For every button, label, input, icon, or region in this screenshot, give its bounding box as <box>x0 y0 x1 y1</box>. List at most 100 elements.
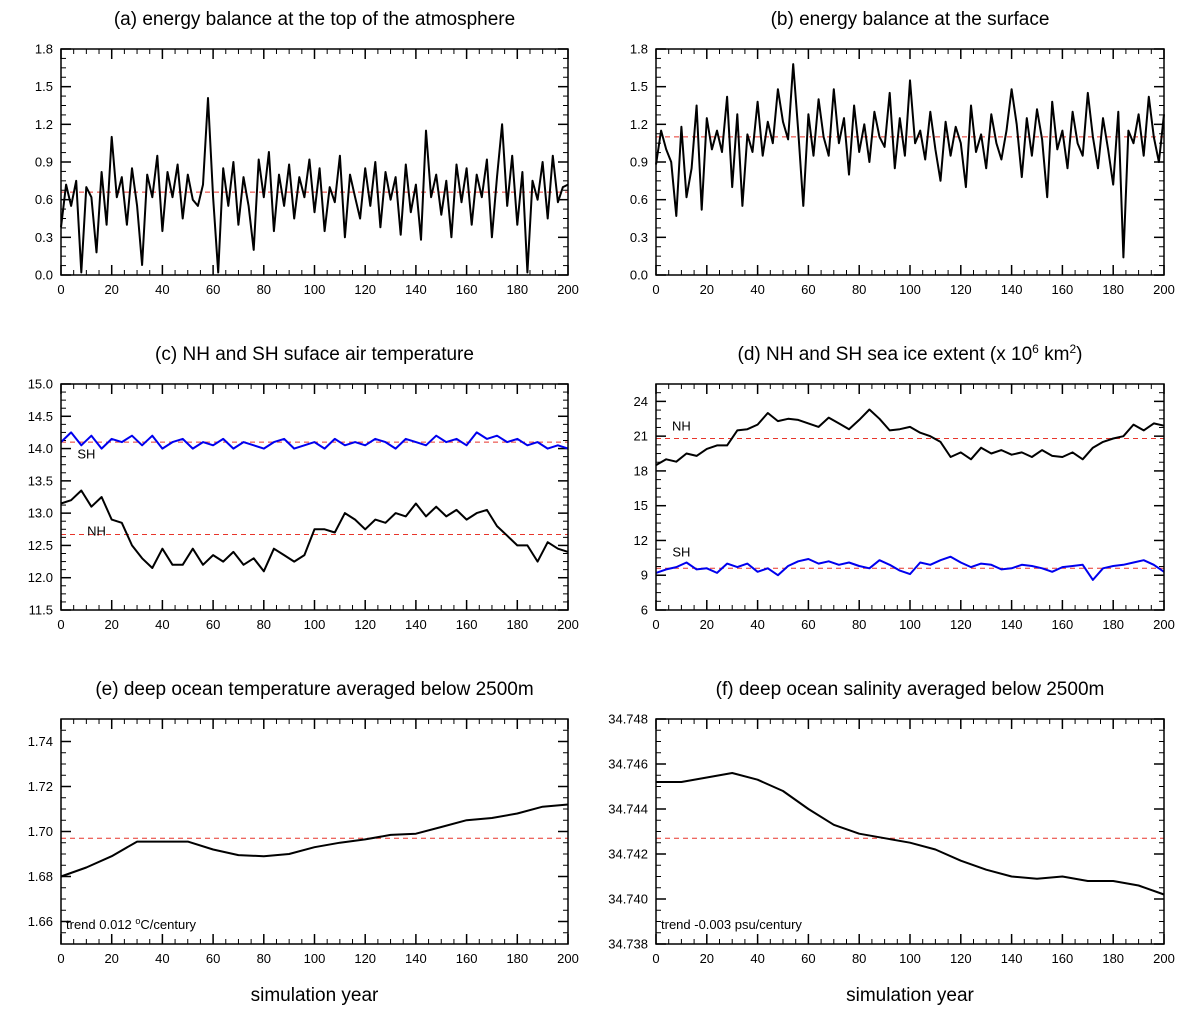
trend-annotation: trend -0.003 psu/century <box>661 917 802 932</box>
x-tick-label: 140 <box>1001 282 1023 297</box>
y-tick-label: 0.3 <box>35 230 53 245</box>
panel-title: (d) NH and SH sea ice extent (x 106 km2) <box>738 342 1083 365</box>
x-tick-label: 80 <box>257 951 271 966</box>
y-tick-label: 0.9 <box>630 155 648 170</box>
x-tick-label: 180 <box>1102 617 1124 632</box>
x-tick-label: 160 <box>1052 951 1074 966</box>
x-tick-label: 20 <box>700 282 714 297</box>
series-line-nh <box>655 408 1165 466</box>
x-tick-label: 200 <box>1153 617 1175 632</box>
x-tick-label: 140 <box>1001 951 1023 966</box>
series-label-nh: NH <box>672 418 691 433</box>
x-tick-label: 0 <box>652 951 659 966</box>
y-tick-label: 24 <box>634 394 648 409</box>
x-tick-label: 20 <box>104 617 118 632</box>
y-tick-label: 11.5 <box>29 603 53 618</box>
panel-a: (a) energy balance at the top of the atm… <box>35 9 579 297</box>
y-tick-label: 1.8 <box>35 42 53 57</box>
y-tick-label: 34.744 <box>608 802 648 817</box>
panel-b: (b) energy balance at the surface 0 20 40 60… <box>630 9 1175 297</box>
panel-title-text: ) <box>1076 344 1082 365</box>
y-tick-label: 13.5 <box>28 473 53 488</box>
panel-title: (c) NH and SH suface air temperature <box>155 344 474 365</box>
y-tick-label: 9 <box>641 568 648 583</box>
x-tick-label: 160 <box>456 951 478 966</box>
x-tick-label: 60 <box>801 282 815 297</box>
panel-title: (f) deep ocean salinity averaged below 2… <box>716 679 1105 700</box>
y-tick-label: 0.0 <box>35 268 53 283</box>
panel-title-superscript: 2 <box>1069 342 1076 356</box>
x-tick-label: 80 <box>852 282 866 297</box>
x-tick-label: 100 <box>304 617 326 632</box>
x-tick-label: 120 <box>950 617 972 632</box>
x-tick-label: 120 <box>354 951 376 966</box>
x-tick-label: 0 <box>57 617 64 632</box>
x-tick-label: 20 <box>700 951 714 966</box>
y-tick-label: 1.70 <box>28 824 53 839</box>
y-tick-label: 0.0 <box>630 268 648 283</box>
series-label-nh: NH <box>87 524 106 539</box>
x-tick-label: 160 <box>1052 282 1074 297</box>
x-tick-label: 60 <box>206 617 220 632</box>
x-tick-label: 180 <box>506 617 528 632</box>
trend-text: trend -0.003 psu/century <box>661 917 802 932</box>
x-tick-label: 100 <box>899 282 921 297</box>
series-line <box>655 63 1165 259</box>
y-tick-label: 1.68 <box>28 869 53 884</box>
y-tick-label: 12.0 <box>28 570 53 585</box>
x-tick-label: 0 <box>652 617 659 632</box>
x-tick-label: 40 <box>155 951 169 966</box>
x-tick-label: 0 <box>652 282 659 297</box>
x-tick-label: 0 <box>57 951 64 966</box>
x-tick-label: 80 <box>852 951 866 966</box>
x-tick-label: 40 <box>750 282 764 297</box>
y-tick-label: 1.74 <box>28 734 53 749</box>
x-tick-label: 180 <box>1102 282 1124 297</box>
x-tick-label: 200 <box>557 951 579 966</box>
x-tick-label: 140 <box>1001 617 1023 632</box>
panel-e: (e) deep ocean temperature averaged belo… <box>28 679 579 1006</box>
panel-c: (c) NH and SH suface air temperature 0 20 4… <box>28 344 579 632</box>
y-tick-label: 1.5 <box>35 79 53 94</box>
y-tick-label: 15.0 <box>28 377 53 392</box>
plot-frame <box>60 383 569 611</box>
panel-title-text: (a) energy balance at the top of the atm… <box>114 9 515 30</box>
trend-superscript: o <box>135 916 140 926</box>
y-tick-label: 1.2 <box>630 117 648 132</box>
x-tick-label: 60 <box>206 282 220 297</box>
trend-text: trend 0.012 <box>66 917 135 932</box>
y-tick-label: 18 <box>634 463 648 478</box>
panel-title-text: (d) NH and SH sea ice extent (x 10 <box>738 344 1033 365</box>
series-line <box>60 97 569 274</box>
x-tick-label: 160 <box>1052 617 1074 632</box>
plot-frame <box>60 718 569 945</box>
plot-frame <box>655 718 1165 945</box>
x-tick-label: 140 <box>405 951 427 966</box>
panel-title-text: (f) deep ocean salinity averaged below 2… <box>716 679 1105 700</box>
panel-title-text: km <box>1039 344 1070 365</box>
y-tick-label: 1.72 <box>28 779 53 794</box>
x-tick-label: 60 <box>801 617 815 632</box>
x-tick-label: 0 <box>57 282 64 297</box>
y-tick-label: 12.5 <box>28 538 53 553</box>
y-tick-label: 1.5 <box>630 79 648 94</box>
panel-title-text: (b) energy balance at the surface <box>771 9 1050 30</box>
x-tick-label: 40 <box>155 617 169 632</box>
y-tick-label: 1.2 <box>35 117 53 132</box>
x-tick-label: 140 <box>405 617 427 632</box>
panel-title-text: (e) deep ocean temperature averaged belo… <box>95 679 533 700</box>
x-tick-label: 100 <box>899 951 921 966</box>
x-axis-label: simulation year <box>251 985 379 1006</box>
x-tick-label: 100 <box>304 951 326 966</box>
x-tick-label: 80 <box>852 617 866 632</box>
y-tick-label: 15 <box>634 498 648 513</box>
plot-frame <box>60 48 569 276</box>
series-label-sh: SH <box>672 545 690 560</box>
panel-f: (f) deep ocean salinity averaged below 2… <box>608 679 1175 1006</box>
panel-title: (b) energy balance at the surface <box>771 9 1050 30</box>
x-axis-label: simulation year <box>846 985 974 1006</box>
panel-title-superscript: 6 <box>1032 342 1039 356</box>
x-tick-label: 200 <box>1153 282 1175 297</box>
series-line <box>60 803 569 878</box>
